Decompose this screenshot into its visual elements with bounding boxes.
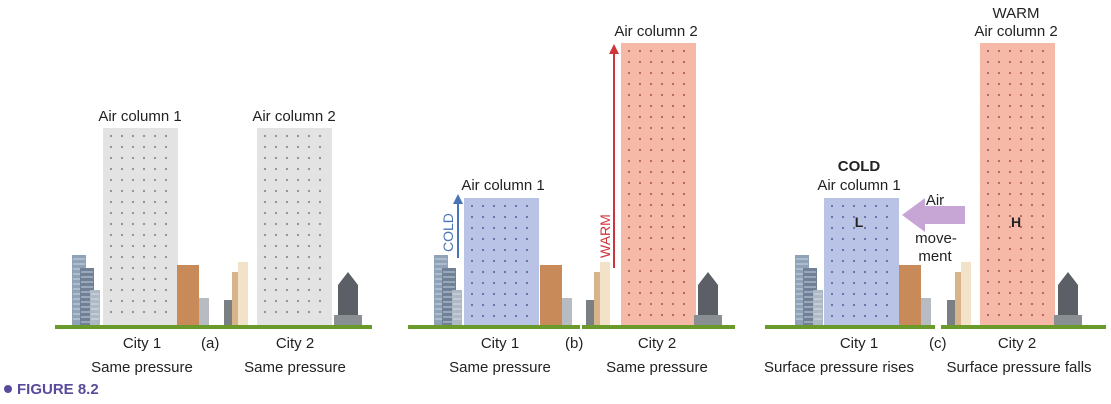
- panel-b-city2: City 2: [637, 335, 677, 352]
- panel-b-city2-buildings: [586, 262, 610, 325]
- high-pressure-marker: H: [1010, 214, 1022, 230]
- panel-c-city1-pressure: Surface pressure rises: [763, 359, 915, 376]
- panel-b-city1-pressure: Same pressure: [449, 359, 551, 376]
- panel-c-air-column-2: [980, 43, 1055, 325]
- panel-a-city1-buildings: [72, 255, 100, 325]
- cold-arrow-head: [453, 194, 463, 204]
- panel-c-city1-ground: [765, 325, 935, 329]
- panel-a-city1-pressure: Same pressure: [91, 359, 193, 376]
- air-movement-label-line2: move-: [915, 230, 957, 247]
- panel-a-air-column-1: [103, 128, 178, 325]
- panel-a-column2-label: Air column 2: [252, 108, 336, 125]
- panel-c-city2-buildings: [947, 262, 971, 325]
- panel-a-city2-pressure: Same pressure: [244, 359, 346, 376]
- air-movement-label-line3: ment: [918, 248, 952, 265]
- panel-c-column2-label: Air column 2: [974, 23, 1058, 40]
- panel-a-tag: (a): [201, 335, 220, 352]
- panel-c-column1-label: Air column 1: [817, 177, 901, 194]
- panel-a-city1-brick-building: [177, 265, 209, 325]
- figure-caption-text: FIGURE 8.2: [17, 381, 99, 398]
- panel-b-city2-tower: [694, 272, 722, 325]
- panel-b-city1-buildings: [434, 255, 462, 325]
- panel-b-tag: (b): [565, 335, 584, 352]
- panel-b-city1-brick-building: [540, 265, 572, 325]
- panel-b-air-column-2: [621, 43, 696, 325]
- panel-a-city2-buildings: [224, 262, 248, 325]
- panel-a-city1-ground: [55, 325, 225, 329]
- panel-a-city2-ground: [222, 325, 372, 329]
- panel-a-column1-label: Air column 1: [98, 108, 182, 125]
- warm-arrow-head: [609, 44, 619, 54]
- panel-c-city1-brick-building: [899, 265, 931, 325]
- panel-c-warm-title: WARM: [992, 5, 1040, 22]
- panel-c-city1: City 1: [839, 335, 879, 352]
- bullet-icon: [4, 385, 12, 394]
- panel-a-city2: City 2: [275, 335, 315, 352]
- panel-b-city2-pressure: Same pressure: [606, 359, 708, 376]
- panel-c-city2-pressure: Surface pressure falls: [946, 359, 1092, 376]
- panel-b-city2-ground: [582, 325, 735, 329]
- panel-b-city1-ground: [408, 325, 580, 329]
- panel-c-city2-ground: [941, 325, 1106, 329]
- panel-b-cold-label: COLD: [440, 213, 456, 252]
- panel-a-air-column-2: [257, 128, 332, 325]
- panel-c-city2-tower: [1054, 272, 1082, 325]
- panel-b-air-column-1: [464, 198, 539, 325]
- panel-b-city1: City 1: [480, 335, 520, 352]
- panel-b-column1-label: Air column 1: [461, 177, 545, 194]
- panel-c-city2: City 2: [997, 335, 1037, 352]
- panel-b-warm-label: WARM: [597, 214, 613, 258]
- low-pressure-marker: L: [854, 214, 864, 230]
- panel-a-city1: City 1: [122, 335, 162, 352]
- panel-a-city2-tower: [334, 272, 362, 325]
- panel-c-tag: (c): [929, 335, 947, 352]
- air-movement-label-line1: Air: [925, 192, 945, 209]
- figure-caption: FIGURE 8.2: [4, 381, 99, 398]
- panel-b-column2-label: Air column 2: [614, 23, 698, 40]
- air-movement-arrow: [902, 198, 965, 232]
- panel-c-city1-buildings: [795, 255, 823, 325]
- panel-c-air-column-1: [824, 198, 899, 325]
- panel-c-cold-title: COLD: [837, 158, 881, 175]
